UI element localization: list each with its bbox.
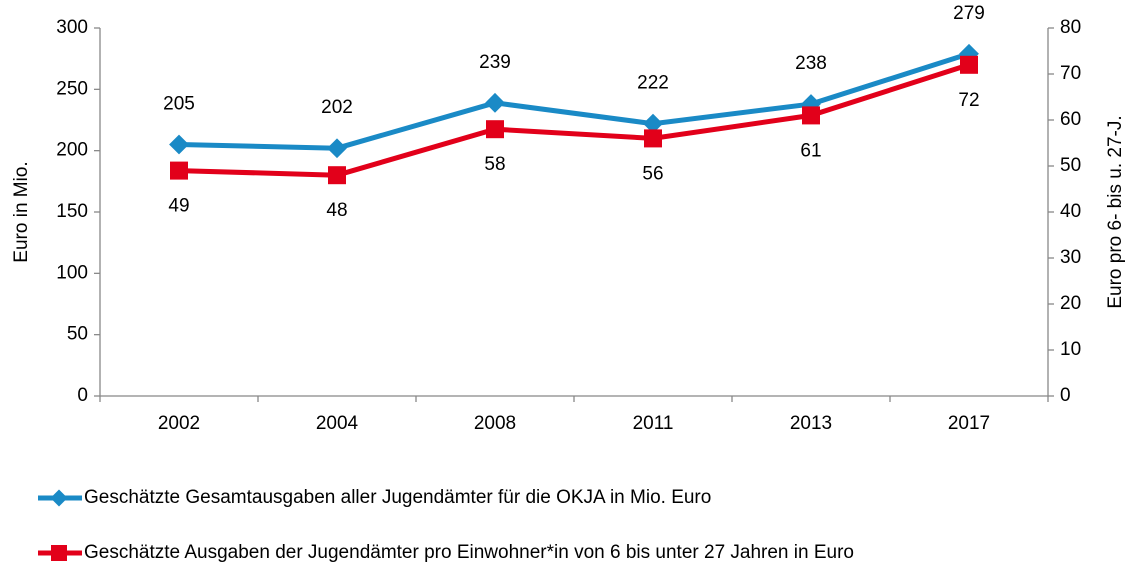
data-label: 239 (479, 52, 511, 73)
data-label: 72 (958, 90, 979, 111)
series-line (178, 62, 970, 178)
data-label: 238 (795, 53, 827, 74)
data-label: 58 (484, 154, 505, 175)
y2-tick-label: 30 (1060, 247, 1081, 268)
y2-tick-label: 60 (1060, 109, 1081, 130)
x-tick-label: 2017 (948, 413, 990, 434)
legend-marker (50, 489, 68, 507)
y2-tick-label: 80 (1060, 17, 1081, 38)
data-label: 222 (637, 73, 669, 94)
x-tick-label: 2002 (158, 413, 200, 434)
y-tick-label: 0 (77, 385, 88, 406)
x-tick-label: 2004 (316, 413, 359, 434)
y-tick-label: 300 (56, 17, 88, 38)
data-label: 56 (642, 163, 663, 184)
data-label: 48 (326, 200, 347, 221)
marker (486, 120, 504, 139)
y2-tick-label: 0 (1060, 385, 1071, 406)
x-tick-label: 2013 (790, 413, 832, 434)
y2-tick-label: 10 (1060, 339, 1081, 360)
series-line (178, 51, 970, 151)
data-label: 205 (163, 94, 195, 115)
marker (960, 55, 978, 74)
x-tick-label: 2008 (474, 413, 516, 434)
marker (170, 161, 188, 180)
y-axis-label: Euro in Mio. (11, 161, 32, 262)
y2-tick-label: 40 (1060, 201, 1081, 222)
legend-label: Geschätzte Ausgaben der Jugendämter pro … (84, 542, 854, 563)
marker (169, 134, 189, 155)
marker (802, 106, 820, 125)
marker (644, 129, 662, 148)
data-label: 279 (953, 3, 985, 24)
y-tick-label: 50 (67, 324, 88, 345)
data-label: 49 (168, 196, 189, 217)
y-tick-label: 200 (56, 140, 88, 161)
marker (327, 138, 347, 159)
marker (328, 166, 346, 185)
y2-tick-label: 20 (1060, 293, 1081, 314)
x-tick-label: 2011 (633, 413, 674, 434)
marker (485, 92, 505, 113)
y-tick-label: 250 (56, 78, 88, 99)
data-label: 61 (800, 140, 821, 161)
y2-axis-label: Euro pro 6- bis u. 27-J. (1105, 115, 1126, 308)
y2-tick-label: 70 (1060, 63, 1081, 84)
y-tick-label: 150 (56, 201, 88, 222)
data-label: 202 (321, 97, 353, 118)
y2-tick-label: 50 (1060, 155, 1081, 176)
y-tick-label: 100 (56, 262, 88, 283)
legend-label: Geschätzte Gesamtausgaben aller Jugendäm… (84, 487, 711, 508)
legend-marker (51, 545, 67, 561)
